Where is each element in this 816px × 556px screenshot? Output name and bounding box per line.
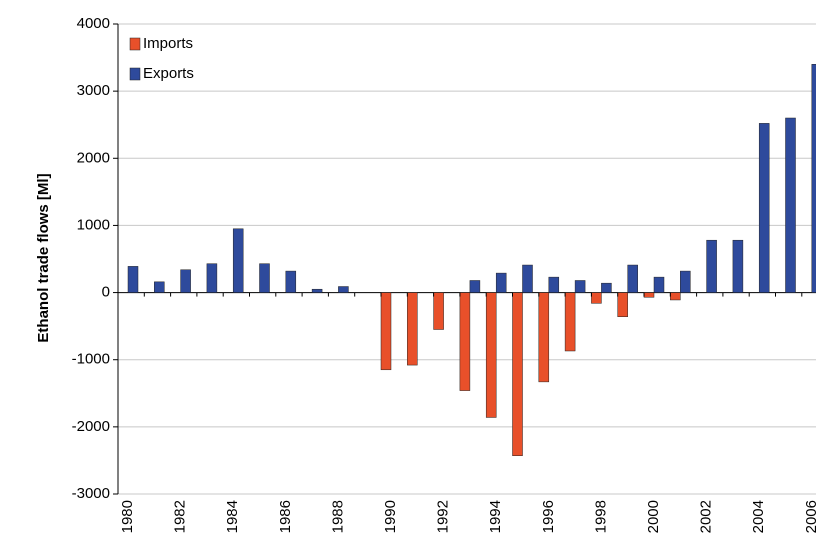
x-tick-label: 2000 <box>645 500 662 533</box>
bar <box>485 292 497 418</box>
bar <box>732 239 744 293</box>
bar <box>259 263 270 293</box>
bar <box>680 270 691 293</box>
bar <box>785 117 796 293</box>
y-tick-label: 4000 <box>77 15 110 32</box>
bar <box>469 280 481 293</box>
x-tick-label: 1994 <box>487 500 504 533</box>
bar <box>495 272 507 293</box>
bar <box>285 270 297 293</box>
legend-label: Exports <box>143 65 194 82</box>
x-tick-label: 2002 <box>698 500 715 533</box>
bar <box>617 292 628 317</box>
y-tick-label: -2000 <box>72 418 110 435</box>
x-tick-label: 1990 <box>382 500 399 533</box>
x-tick-label: 1980 <box>119 500 136 533</box>
y-tick-label: 3000 <box>77 82 110 99</box>
bar <box>433 292 444 330</box>
bar <box>232 228 244 293</box>
bar <box>522 264 533 293</box>
bar <box>206 263 218 293</box>
bar <box>706 239 717 293</box>
bar <box>811 64 816 293</box>
bar <box>758 123 770 293</box>
legend-label: Imports <box>143 35 193 52</box>
x-tick-label: 2004 <box>750 500 767 533</box>
y-tick-label: -3000 <box>72 485 110 502</box>
bar <box>574 280 586 293</box>
y-tick-label: -1000 <box>72 351 110 368</box>
x-tick-label: 1992 <box>435 500 452 533</box>
bar <box>311 288 323 293</box>
bar <box>643 292 655 298</box>
bar <box>127 266 139 293</box>
bar <box>538 292 550 383</box>
y-tick-label: 1000 <box>77 216 110 233</box>
bar <box>653 276 665 293</box>
x-tick-label: 1996 <box>540 500 557 533</box>
x-tick-label: 1986 <box>277 500 294 533</box>
bar <box>591 292 602 304</box>
bar <box>670 292 681 301</box>
bar <box>154 281 165 293</box>
x-tick-label: 1982 <box>172 500 189 533</box>
x-tick-label: 1998 <box>592 500 609 533</box>
x-tick-label: 1988 <box>329 500 346 533</box>
bar <box>407 292 418 366</box>
bar <box>548 276 560 293</box>
bar <box>380 292 392 371</box>
plot: -3000 -2000 -1000 0 1000 2000 3000 4000 1980 1982… <box>72 15 816 533</box>
bar <box>512 292 523 456</box>
bar <box>564 292 576 352</box>
y-tick-label: 0 <box>102 284 110 301</box>
y-tick-label: 2000 <box>77 149 110 166</box>
legend-swatch <box>129 67 141 81</box>
bar <box>459 292 471 391</box>
legend-swatch <box>129 37 141 51</box>
x-tick-label: 2006 <box>803 500 816 533</box>
x-tick-label: 1984 <box>224 500 241 533</box>
y-axis-label: Ethanol trade flows [Ml] <box>35 173 52 342</box>
bar <box>627 264 638 293</box>
bar <box>180 269 191 293</box>
bar <box>601 282 612 293</box>
bar <box>338 286 349 293</box>
